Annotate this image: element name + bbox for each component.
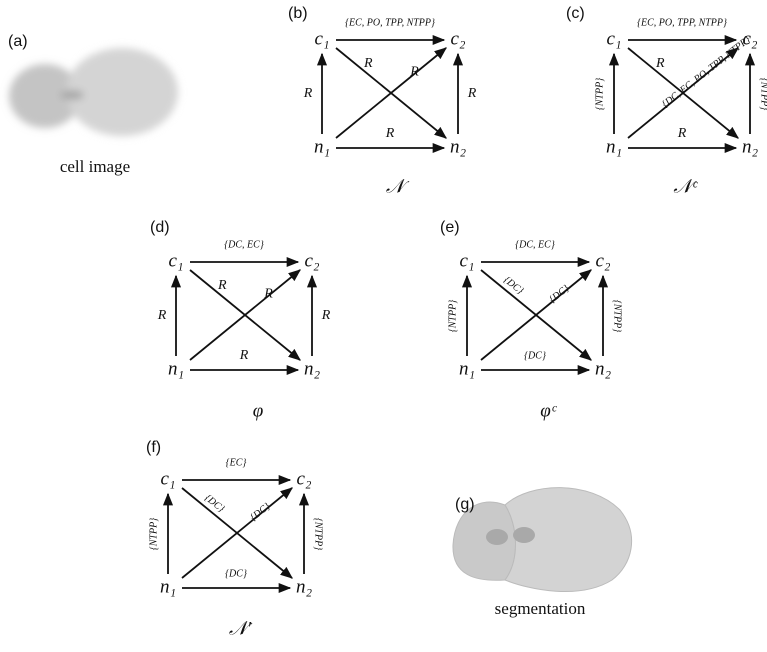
edge-label: {EC} <box>226 457 247 468</box>
panel-label: (d) <box>150 219 170 236</box>
edge-label: {NTPP} <box>148 518 159 550</box>
caption: 𝒩′ <box>229 618 253 639</box>
arrow <box>335 47 447 139</box>
edge-label: {EC, PO, TPP, NTPP} <box>637 17 727 28</box>
panel-label: (c) <box>566 5 585 22</box>
node: c₂ <box>450 28 465 49</box>
edge-label: {DC, EC} <box>224 239 264 250</box>
node: n₁ <box>160 576 176 597</box>
node: n₁ <box>606 136 622 157</box>
edge-label: {DC} <box>248 501 272 523</box>
node: n₁ <box>314 136 330 157</box>
edge-label: R <box>409 65 419 80</box>
edge-label: {DC} <box>202 493 226 515</box>
panel-label: (b) <box>288 5 308 22</box>
node: n₂ <box>450 136 467 157</box>
node: n₂ <box>595 358 612 379</box>
edge-label: R <box>303 86 313 101</box>
panel-label: (g) <box>455 496 475 513</box>
edge-label: {NTPP} <box>612 300 623 332</box>
caption: cell image <box>60 157 130 176</box>
caption: segmentation <box>495 599 586 618</box>
segmentation-image <box>452 487 633 592</box>
edge-label: {DC, EC} <box>515 239 555 250</box>
edge-label: R <box>655 56 665 71</box>
node: n₂ <box>296 576 313 597</box>
node: c₂ <box>595 250 610 271</box>
arrow <box>189 269 301 361</box>
edge-label: {DC} <box>547 283 571 305</box>
arrow <box>627 47 739 139</box>
node: n₂ <box>304 358 321 379</box>
caption: 𝒩ᶜ <box>673 176 698 197</box>
edge-label: {NTPP} <box>447 300 458 332</box>
node: n₂ <box>742 136 759 157</box>
node: c₁ <box>168 250 183 271</box>
edge-label: {DC} <box>501 275 525 297</box>
node: c₂ <box>742 28 757 49</box>
node: n₁ <box>459 358 475 379</box>
panel-label: (f) <box>146 439 161 456</box>
edge-label: R <box>157 308 167 323</box>
node: c₁ <box>314 28 329 49</box>
arrow <box>181 487 293 579</box>
edge-label: {EC, PO, TPP, NTPP} <box>345 17 435 28</box>
node: c₁ <box>459 250 474 271</box>
edge-label: R <box>321 308 331 323</box>
edge-label: {DC} <box>524 350 546 361</box>
edge-label: {DC, EC, PO, TPP, NTPP} <box>660 34 753 110</box>
edge-label: R <box>363 56 373 71</box>
caption: φᶜ <box>540 400 558 421</box>
edge-label: R <box>385 126 395 141</box>
panel-label: (e) <box>440 219 460 236</box>
edge-label: R <box>467 86 477 101</box>
node: n₁ <box>168 358 184 379</box>
edge-label: R <box>263 287 273 302</box>
node: c₁ <box>606 28 621 49</box>
node: c₂ <box>296 468 311 489</box>
edge-label: R <box>217 278 227 293</box>
arrow <box>480 269 592 361</box>
cell-image <box>9 48 178 136</box>
edge-label: {NTPP} <box>594 78 605 110</box>
edge-label: {NTPP} <box>313 518 324 550</box>
panel-label: (a) <box>8 33 28 50</box>
edge-label: R <box>239 348 249 363</box>
caption: 𝒩 <box>386 176 410 197</box>
node: c₁ <box>160 468 175 489</box>
edge-label: R <box>677 126 687 141</box>
caption: φ <box>253 400 264 421</box>
node: c₂ <box>304 250 319 271</box>
edge-label: {DC} <box>225 568 247 579</box>
edge-label: {NTPP} <box>759 78 767 110</box>
